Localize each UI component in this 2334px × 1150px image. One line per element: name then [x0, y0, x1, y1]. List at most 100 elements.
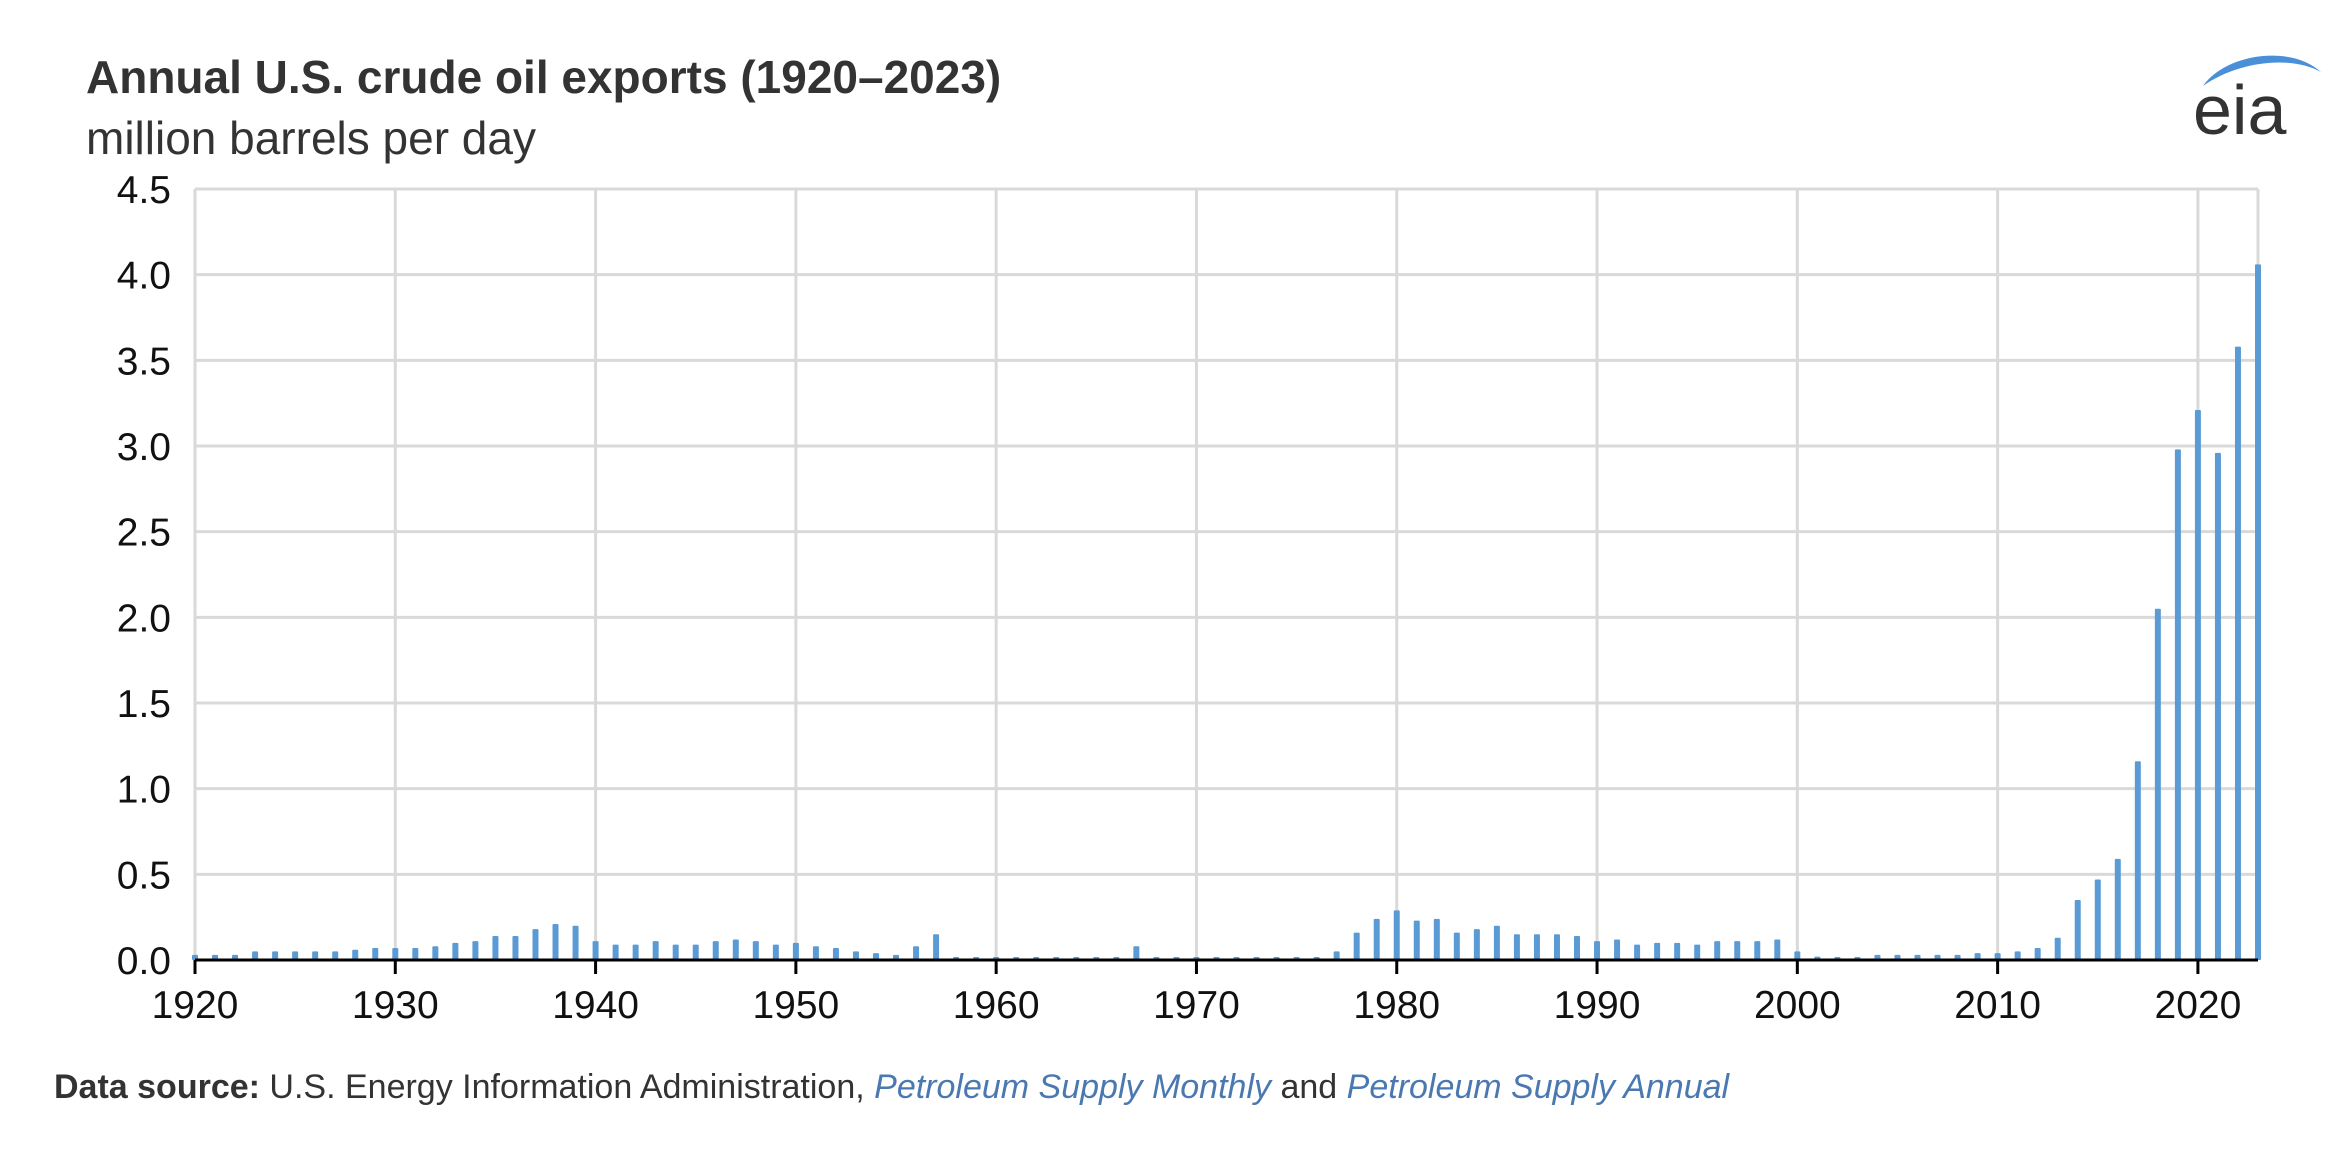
bar [552, 924, 559, 960]
horizontal-gridlines [195, 187, 2258, 876]
eia-logo-icon: eia [2193, 55, 2321, 144]
bar [872, 953, 879, 960]
bar [1574, 936, 1581, 960]
x-tick-label: 1980 [1353, 984, 1440, 1027]
bar [1654, 942, 1661, 960]
y-tick-label: 1.0 [117, 769, 171, 812]
bar [2094, 879, 2101, 960]
bar [332, 951, 339, 960]
x-axis-tick-labels: 1920 1930 1940 1950 1960 1970 1980 1990 2000 2010… [152, 984, 2242, 1027]
bar [1353, 932, 1360, 960]
bar [652, 941, 659, 960]
x-tick-label: 1920 [152, 984, 239, 1027]
bar [592, 941, 599, 960]
y-tick-label: 2.0 [117, 597, 171, 640]
data-source-line: Data source: U.S. Energy Information Adm… [54, 1068, 1729, 1107]
source-link-psa[interactable]: Petroleum Supply Annual [1346, 1068, 1730, 1106]
x-tick-label: 2010 [1954, 984, 2041, 1027]
x-tick-label: 1960 [953, 984, 1040, 1027]
x-tick-label: 1970 [1153, 984, 1240, 1027]
bar [572, 925, 579, 960]
bar [2174, 449, 2181, 960]
bar [2214, 452, 2221, 960]
bar [852, 951, 859, 960]
x-tick-label: 2020 [2155, 984, 2242, 1027]
bar [2255, 264, 2261, 960]
y-tick-label: 0.5 [117, 854, 171, 897]
bar [2054, 937, 2061, 960]
bar [252, 951, 259, 960]
y-tick-label: 3.5 [117, 340, 171, 383]
eia-logo-swoosh [2203, 55, 2321, 86]
x-tick-label: 1940 [552, 984, 639, 1027]
chart-title: Annual U.S. crude oil exports (1920–2023… [86, 51, 1002, 103]
bar [492, 936, 499, 960]
source-text: U.S. Energy Information Administration, [269, 1068, 865, 1106]
bar [1373, 918, 1380, 960]
bar [1974, 953, 1981, 960]
source-label: Data source: [54, 1068, 260, 1106]
source-link-psm[interactable]: Petroleum Supply Monthly [874, 1068, 1272, 1106]
bar [2134, 761, 2141, 960]
bar [1453, 932, 1460, 960]
bar [2014, 951, 2021, 960]
source-and: and [1280, 1068, 1338, 1106]
y-tick-label: 3.0 [117, 426, 171, 469]
bar [1133, 946, 1140, 960]
bar [1333, 951, 1340, 960]
bar [2114, 858, 2121, 960]
x-tick-label: 1930 [352, 984, 439, 1027]
x-tick-label: 2000 [1754, 984, 1841, 1027]
bar [1774, 939, 1781, 960]
bar [2234, 346, 2241, 960]
axes [193, 958, 2258, 974]
bar [392, 948, 399, 960]
bar [752, 941, 759, 960]
y-tick-label: 4.5 [117, 169, 171, 212]
bar [1694, 944, 1701, 960]
bar [1393, 910, 1400, 960]
bar [612, 944, 619, 960]
bar [772, 944, 779, 960]
y-tick-label: 1.5 [117, 683, 171, 726]
chart-area: 0.00.51.01.52.02.53.03.54.04.5 1920 1930 1… [117, 169, 2261, 1027]
bar [692, 944, 699, 960]
bar-series [192, 264, 2261, 960]
bar [1674, 942, 1681, 960]
y-tick-label: 0.0 [117, 940, 171, 983]
bar [1433, 918, 1440, 960]
bar [732, 939, 739, 960]
bar [1513, 934, 1520, 960]
y-axis-tick-labels: 0.0 0.5 1.0 1.5 2.0 2.5 3.0 3.5 4.0 4.5 [117, 169, 171, 983]
bar [1614, 939, 1621, 960]
bar [933, 934, 940, 960]
bar [1794, 951, 1801, 960]
bar [1734, 941, 1741, 960]
bar [412, 948, 419, 960]
eia-logo-text: eia [2193, 71, 2286, 144]
bar [1533, 934, 1540, 960]
bar [1634, 944, 1641, 960]
x-tick-label: 1950 [752, 984, 839, 1027]
bar [1553, 934, 1560, 960]
bar [372, 948, 379, 960]
bar [1594, 941, 1601, 960]
chart-subtitle: million barrels per day [86, 112, 536, 164]
bar [292, 951, 299, 960]
bar [2074, 900, 2081, 960]
bar [632, 944, 639, 960]
bar [1714, 941, 1721, 960]
y-tick-label: 4.0 [117, 255, 171, 298]
bar [1413, 920, 1420, 960]
bar [2034, 948, 2041, 960]
bar [792, 942, 799, 960]
bar [2194, 410, 2201, 960]
bar [312, 951, 319, 960]
bar [1994, 953, 2001, 960]
bar [672, 944, 679, 960]
bar [472, 941, 479, 960]
bar [432, 946, 439, 960]
bar [532, 929, 539, 960]
bar [712, 941, 719, 960]
bar [832, 948, 839, 960]
